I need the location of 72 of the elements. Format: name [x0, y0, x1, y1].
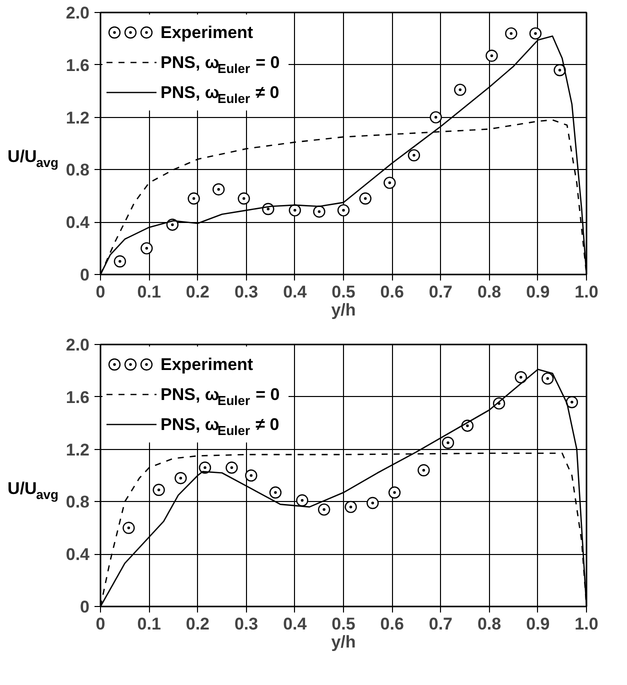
x-tick-label: 0.5 [332, 282, 356, 302]
y-tick-label: 2.0 [66, 336, 90, 354]
point [212, 183, 225, 196]
x-tick-label: 0.5 [332, 614, 356, 634]
point [174, 472, 187, 484]
x-tick-label: 0.6 [380, 614, 404, 634]
point [313, 206, 326, 218]
x-tick-label: 0.3 [234, 614, 258, 634]
point [542, 372, 554, 385]
point [529, 27, 542, 40]
x-tick-label: 0.7 [428, 282, 453, 302]
point [359, 192, 372, 205]
y-tick-label: 0.8 [66, 160, 90, 180]
point [245, 469, 258, 482]
y-tick-label: 0.8 [66, 492, 90, 512]
point [188, 192, 200, 205]
point [566, 396, 578, 408]
point [514, 371, 527, 384]
x-tick-label: 0.3 [234, 282, 258, 302]
y-tick-label: 1.2 [66, 440, 90, 460]
x-tick-label: 0.4 [283, 614, 308, 634]
y-tick-label: 0.4 [66, 213, 90, 232]
point [140, 242, 153, 254]
point [554, 64, 566, 76]
y-tick-label: 2.0 [66, 4, 90, 22]
x-tick-label: 1.0 [574, 282, 598, 302]
point [288, 204, 301, 216]
x-tick-label: 1.0 [574, 614, 598, 634]
point [337, 204, 350, 216]
point [226, 462, 238, 474]
point [505, 27, 518, 40]
x-tick-label: 0.1 [137, 614, 161, 634]
point [238, 192, 250, 205]
x-tick-label: 0 [96, 614, 106, 634]
point [318, 503, 330, 516]
x-tick-label: 0 [96, 282, 106, 302]
x-axis-title: y/h [331, 632, 356, 652]
point [442, 436, 454, 449]
x-tick-label: 0.7 [428, 614, 453, 634]
y-tick-label: 0 [80, 266, 90, 284]
x-tick-label: 0.2 [186, 282, 210, 302]
point [486, 50, 498, 62]
point [430, 111, 442, 124]
x-tick-label: 0.9 [526, 614, 550, 634]
y-tick-label: 1.6 [66, 388, 90, 407]
point [344, 500, 357, 514]
x-tick-label: 0.8 [477, 282, 502, 302]
point [152, 484, 165, 496]
y-tick-label: 1.2 [66, 108, 90, 128]
y-tick-label: 1.6 [66, 56, 90, 75]
y-tick-label: 0.4 [66, 545, 90, 564]
point [418, 464, 430, 476]
x-axis-title: y/h [331, 300, 356, 320]
point [198, 462, 212, 474]
x-tick-label: 0.4 [283, 282, 308, 302]
point [408, 149, 420, 162]
x-tick-label: 0.8 [477, 614, 502, 634]
point [269, 486, 282, 499]
point [384, 176, 396, 189]
x-tick-label: 0.6 [380, 282, 404, 302]
point [388, 486, 401, 499]
x-tick-label: 0.2 [186, 614, 210, 634]
x-tick-label: 0.9 [526, 282, 550, 302]
point [122, 522, 135, 534]
point [366, 496, 379, 510]
y-tick-label: 0 [80, 598, 90, 616]
legend-label: Experiment [160, 23, 254, 42]
point [296, 494, 308, 506]
legend-label: Experiment [160, 355, 254, 374]
point [114, 255, 126, 268]
point [454, 84, 466, 96]
x-tick-label: 0.1 [137, 282, 161, 302]
